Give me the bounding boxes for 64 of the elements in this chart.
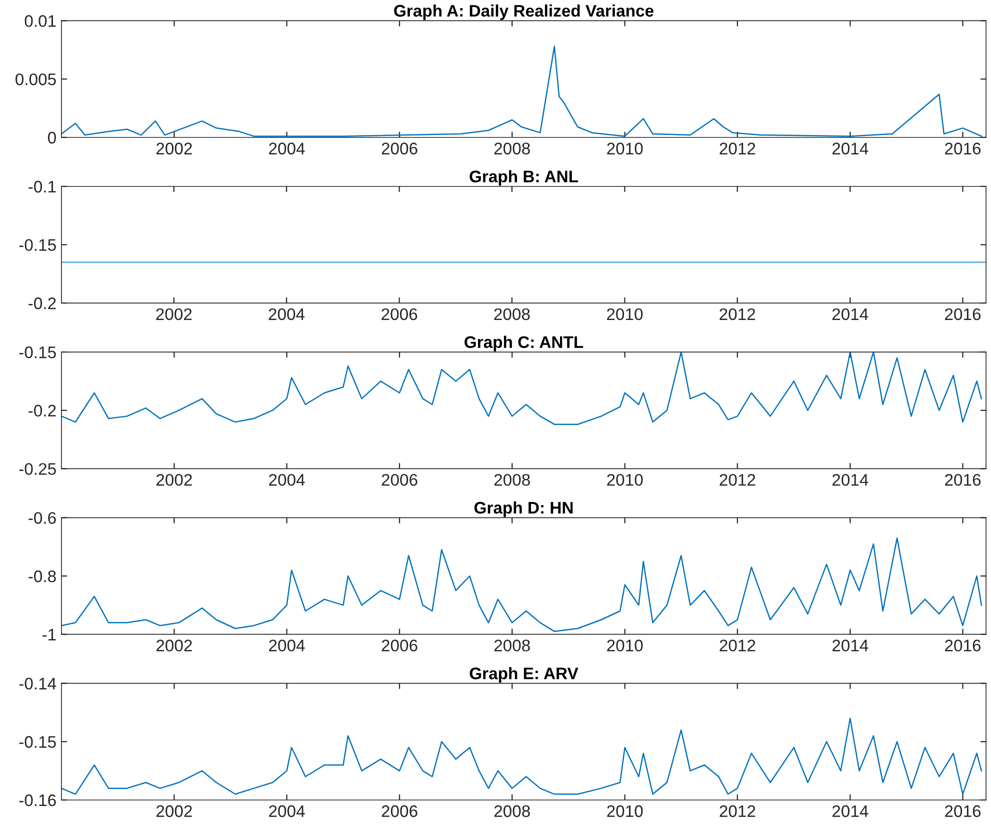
x-tick-label: 2008 [494, 474, 530, 486]
x-tick-label: 2012 [720, 142, 756, 154]
chart-title: Graph B: ANL [470, 170, 578, 186]
y-tick-label: -0.2 [28, 404, 56, 417]
line-series [61, 537, 982, 632]
y-tick-label: 0.01 [24, 15, 56, 27]
x-tick-label: 2002 [156, 474, 192, 486]
x-tick-label: 2010 [607, 640, 643, 652]
x-tick-label: 2014 [832, 640, 868, 652]
x-tick-label: 2016 [945, 640, 981, 652]
x-tick-label: 2002 [156, 640, 192, 652]
y-tick-label: -0.1 [28, 180, 56, 193]
x-tick-label: 2002 [156, 805, 192, 818]
y-tick-label: -0.2 [28, 297, 56, 310]
x-tick-label: 2006 [382, 308, 418, 320]
x-tick-label: 2006 [382, 474, 418, 486]
x-tick-label: 2014 [832, 474, 868, 486]
x-tick-label: 2006 [382, 805, 418, 818]
chart-title: Graph D: HN [474, 501, 573, 517]
chart-title: Graph A: Daily Realized Variance [394, 4, 654, 20]
x-tick-label: 2016 [945, 308, 981, 320]
x-tick-label: 2016 [945, 142, 981, 154]
x-tick-label: 2004 [268, 308, 305, 320]
y-tick-label: -0.6 [28, 512, 56, 524]
y-tick-label: -0.15 [19, 346, 56, 358]
x-tick-label: 2004 [269, 142, 305, 154]
x-tick-label: 2014 [832, 308, 868, 320]
x-tick-label: 2004 [269, 474, 305, 486]
y-tick-label: -1 [42, 628, 56, 640]
x-tick-label: 2008 [494, 805, 530, 818]
x-tick-label: 2006 [382, 640, 418, 652]
x-tick-label: 2014 [832, 142, 868, 154]
x-tick-label: 2008 [494, 142, 530, 154]
y-tick-label: -0.14 [19, 678, 56, 690]
x-tick-label: 2006 [382, 142, 418, 154]
x-tick-label: 2016 [945, 805, 981, 818]
x-tick-label: 2010 [607, 308, 643, 320]
line-series [61, 46, 982, 137]
y-tick-label: -0.15 [19, 239, 56, 251]
x-tick-label: 2004 [269, 640, 305, 652]
y-tick-label: -0.8 [28, 570, 56, 582]
x-tick-label: 2012 [720, 308, 756, 320]
y-tick-label: -0.15 [19, 736, 56, 748]
y-tick-label: 0.005 [16, 73, 56, 86]
x-tick-label: 2004 [269, 805, 305, 818]
y-tick-label: 0 [48, 132, 56, 144]
x-tick-label: 2010 [607, 805, 643, 818]
chart-title: Graph E: ARV [470, 667, 578, 683]
x-tick-label: 2002 [156, 308, 192, 320]
x-tick-label: 2012 [720, 474, 756, 486]
y-tick-label: -0.25 [19, 463, 56, 475]
line-series [61, 718, 982, 795]
x-tick-label: 2010 [607, 142, 643, 154]
chart-title: Graph C: ANTL [464, 336, 584, 352]
y-tick-label: -0.16 [19, 794, 56, 806]
x-tick-label: 2012 [720, 640, 756, 652]
x-tick-label: 2008 [494, 640, 530, 652]
x-tick-label: 2016 [945, 474, 981, 486]
x-tick-label: 2002 [156, 142, 192, 154]
x-tick-label: 2010 [607, 474, 643, 486]
x-tick-label: 2012 [720, 805, 756, 818]
line-series [61, 352, 982, 425]
x-tick-label: 2014 [832, 805, 868, 818]
x-tick-label: 2008 [494, 308, 530, 320]
